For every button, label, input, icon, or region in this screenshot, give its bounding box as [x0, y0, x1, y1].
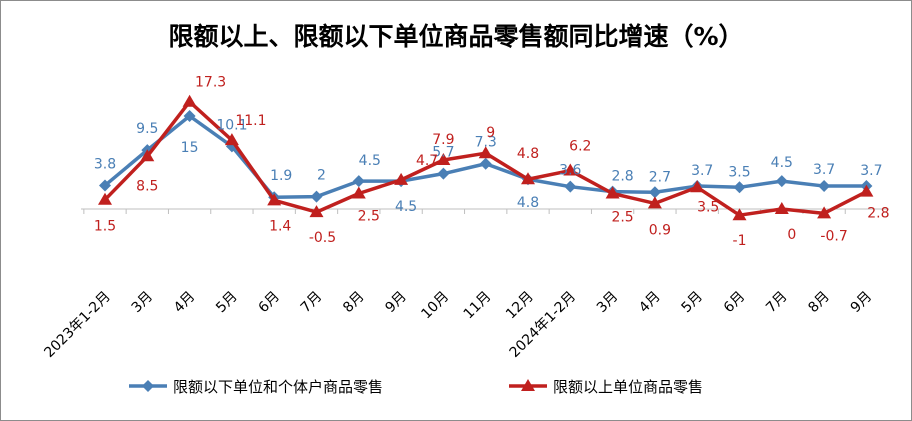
legend-marker-triangle	[521, 379, 535, 391]
data-label: 4.8	[517, 146, 539, 162]
data-point-triangle	[817, 206, 832, 219]
data-label: 8.5	[136, 178, 158, 194]
x-tick-label: 7月	[763, 289, 791, 317]
data-label: 7.9	[432, 132, 454, 148]
data-point-diamond	[564, 180, 577, 193]
x-tick-label: 9月	[848, 289, 876, 317]
data-point-triangle	[859, 184, 874, 197]
legend: 限额以下单位和个体户商品零售 限额以上单位商品零售	[129, 378, 703, 396]
legend-label: 限额以下单位和个体户商品零售	[173, 378, 383, 396]
data-label: 2.8	[611, 169, 633, 185]
data-label: 2.5	[611, 210, 633, 226]
data-label: 11.1	[235, 113, 266, 129]
data-point-triangle	[436, 153, 451, 166]
data-label: 0	[787, 227, 796, 243]
data-point-triangle	[774, 202, 789, 214]
data-label: 4.5	[395, 199, 417, 215]
data-point-triangle	[690, 180, 705, 193]
data-label: 3.7	[691, 163, 713, 179]
x-tick-label: 12月	[503, 289, 537, 323]
x-tick-label: 5月	[679, 289, 707, 317]
data-label: 3.5	[697, 199, 719, 215]
data-point-diamond	[775, 175, 788, 188]
data-point-diamond	[437, 167, 450, 180]
x-tick-label: 4月	[171, 289, 199, 317]
data-point-diamond	[648, 186, 661, 199]
data-label: 3.6	[559, 163, 581, 179]
data-label: 3.7	[813, 162, 835, 178]
data-point-diamond	[733, 181, 746, 194]
x-tick-label: 3月	[129, 289, 157, 317]
x-tick-label: 10月	[418, 289, 452, 323]
x-tick-label: 8月	[340, 289, 368, 317]
data-point-triangle	[478, 146, 493, 159]
data-label: 2.5	[358, 209, 380, 225]
data-label: 15	[181, 140, 199, 156]
data-label: 2	[317, 168, 326, 184]
data-label: 1.5	[94, 219, 116, 235]
data-label: 3.8	[94, 156, 116, 172]
x-tick-label: 7月	[298, 289, 326, 317]
data-label: 2.7	[649, 169, 671, 185]
data-label: 1.9	[270, 168, 292, 184]
data-label: 2.8	[867, 206, 889, 222]
data-label: 9.5	[136, 121, 158, 137]
legend-label: 限额以上单位商品零售	[553, 378, 703, 396]
data-point-triangle	[98, 192, 112, 205]
data-label: 6.2	[569, 139, 591, 155]
series-layer	[98, 94, 874, 221]
data-label: 4.5	[359, 153, 381, 169]
data-labels: 3.8 9.5 15 10.1 1.9 2 4.5 4.5 5.7 7.3 4.8 3.6 2.8 2.7…	[94, 75, 890, 249]
data-point-triangle	[267, 193, 282, 206]
data-label: 3.7	[860, 163, 882, 179]
data-point-diamond	[99, 179, 111, 192]
x-tick-label: 3月	[594, 289, 622, 317]
data-label: 17.3	[195, 75, 226, 91]
data-label: 9	[486, 125, 495, 141]
data-point-diamond	[183, 110, 196, 122]
data-point-diamond	[479, 157, 492, 170]
data-point-diamond	[818, 180, 831, 193]
data-label: 7.3	[475, 135, 497, 151]
data-point-triangle	[647, 196, 662, 209]
data-point-triangle	[521, 172, 535, 185]
data-label: -0.5	[309, 230, 336, 246]
data-point-triangle	[140, 149, 155, 162]
x-tick-label: 4月	[636, 289, 664, 317]
data-label: 10.1	[216, 117, 247, 133]
x-axis: 2023年1-2月 3月 4月 5月 6月 7月 8月 9月 10月 11月 12月2024年1-2…	[41, 208, 889, 361]
data-point-diamond	[352, 175, 365, 188]
data-label: 4.7	[416, 153, 438, 169]
x-tick-label: 6月	[721, 289, 749, 317]
data-label: 4.5	[771, 155, 793, 171]
data-label: -0.7	[820, 228, 847, 244]
data-point-triangle	[732, 208, 747, 221]
data-point-triangle	[224, 133, 239, 146]
data-point-triangle	[309, 205, 324, 218]
data-point-triangle	[182, 94, 197, 107]
chart-title: 限额以上、限额以下单位商品零售额同比增速（%）	[168, 22, 743, 51]
data-label: 0.9	[649, 222, 671, 238]
x-tick-label: 5月	[213, 289, 241, 317]
data-point-diamond	[310, 190, 323, 203]
data-label: 3.5	[728, 164, 750, 180]
x-tick-label: 9月	[382, 289, 410, 317]
x-tick-label: 2023年1-2月	[41, 289, 113, 361]
data-point-triangle	[605, 186, 620, 199]
data-point-triangle	[563, 163, 578, 176]
x-tick-label: 8月	[805, 289, 833, 317]
x-tick-label: 11月	[461, 289, 495, 323]
data-label: -1	[733, 233, 747, 249]
data-point-triangle	[394, 172, 409, 185]
data-point-triangle	[351, 186, 366, 199]
data-label: 1.4	[269, 218, 291, 234]
x-tick-label: 6月	[256, 289, 284, 317]
data-label: 5.7	[432, 145, 454, 161]
legend-marker-diamond	[142, 380, 154, 392]
data-label: 4.8	[517, 195, 539, 211]
